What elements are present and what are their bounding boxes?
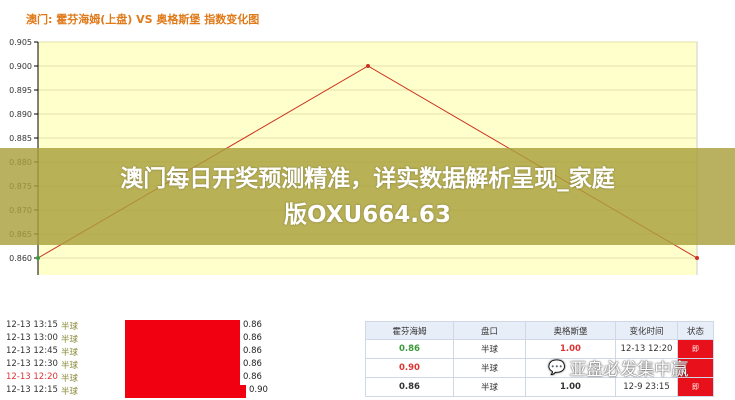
y-tick-label: 0.895 [9, 86, 32, 95]
table-row: 0.86 半球 1.00 12-9 23:15 即 [365, 377, 714, 397]
data-point [366, 64, 370, 68]
history-bar [125, 359, 240, 372]
history-row: 12-13 12:45 半球 0.86 [6, 346, 306, 359]
history-time: 12-13 12:30 [6, 359, 58, 369]
home-odds: 0.90 [365, 358, 454, 378]
history-row: 12-13 12:15 半球 0.90 [6, 385, 306, 398]
history-time: 12-13 13:15 [6, 320, 58, 330]
history-value: 0.86 [243, 359, 262, 369]
data-point [695, 256, 699, 260]
y-tick-label: 0.890 [9, 110, 32, 119]
history-value: 0.86 [243, 372, 262, 382]
col-header: 霍芬海姆 [365, 321, 454, 340]
watermark-text: 亚盘必发集中赢 [569, 360, 689, 380]
table-row: 0.90 半球 [365, 358, 714, 378]
history-value: 0.86 [243, 333, 262, 343]
history-handicap: 半球 [61, 348, 79, 358]
col-header: 奥格斯堡 [525, 321, 616, 340]
change-time: 12-9 23:15 [615, 377, 678, 397]
history-value: 0.86 [243, 320, 262, 330]
history-time: 12-13 12:15 [6, 385, 58, 395]
history-handicap: 半球 [61, 361, 79, 371]
col-header: 变化时间 [615, 321, 678, 340]
history-bar [125, 385, 246, 398]
table-row: 0.86 半球 1.00 12-13 12:20 即 [365, 339, 714, 359]
history-row: 12-13 13:00 半球 0.86 [6, 333, 306, 346]
headline-line-2: 版OXU664.63 [284, 201, 451, 228]
data-point [36, 256, 40, 260]
y-tick-label: 0.885 [9, 134, 32, 143]
history-bar [125, 320, 240, 333]
history-time: 12-13 12:20 [6, 372, 58, 382]
history-handicap: 半球 [61, 374, 79, 384]
history-handicap: 半球 [61, 387, 79, 397]
history-time: 12-13 12:45 [6, 346, 58, 356]
history-value: 0.86 [243, 346, 262, 356]
headline-banner: 澳门每日开奖预测精准，详实数据解析呈现_家庭 版OXU664.63 [0, 148, 735, 245]
odds-table: 霍芬海姆 盘口 奥格斯堡 变化时间 状态 0.86 半球 1.00 12-13 12:20 即 … [365, 321, 714, 397]
away-odds: 1.00 [525, 377, 616, 397]
history-bar [125, 333, 240, 346]
y-tick-label: 0.860 [9, 254, 32, 263]
status-badge: 即 [677, 339, 714, 359]
home-odds: 0.86 [365, 377, 454, 397]
handicap: 半球 [453, 358, 526, 378]
history-bar [125, 372, 240, 385]
history-handicap: 半球 [61, 335, 79, 345]
history-row: 12-13 13:15 半球 0.86 [6, 320, 306, 333]
col-header: 状态 [677, 321, 714, 340]
handicap: 半球 [453, 339, 526, 359]
history-handicap: 半球 [61, 322, 79, 332]
col-header: 盘口 [453, 321, 526, 340]
history-bar [125, 346, 240, 359]
history-value: 0.90 [249, 385, 268, 395]
y-tick-label: 0.905 [9, 38, 32, 47]
watermark: 💬 亚盘必发集中赢 [548, 355, 689, 381]
wechat-icon: 💬 [548, 359, 566, 376]
headline-line-1: 澳门每日开奖预测精准，详实数据解析呈现_家庭 [120, 165, 615, 192]
y-tick-label: 0.900 [9, 62, 32, 71]
home-odds: 0.86 [365, 339, 454, 359]
chart-title: 澳门: 霍芬海姆(上盘) VS 奥格斯堡 指数变化图 [26, 13, 260, 26]
handicap: 半球 [453, 377, 526, 397]
history-row: 12-13 12:20 半球 0.86 [6, 372, 306, 385]
history-time: 12-13 13:00 [6, 333, 58, 343]
history-row: 12-13 12:30 半球 0.86 [6, 359, 306, 372]
status-badge: 即 [677, 377, 714, 397]
